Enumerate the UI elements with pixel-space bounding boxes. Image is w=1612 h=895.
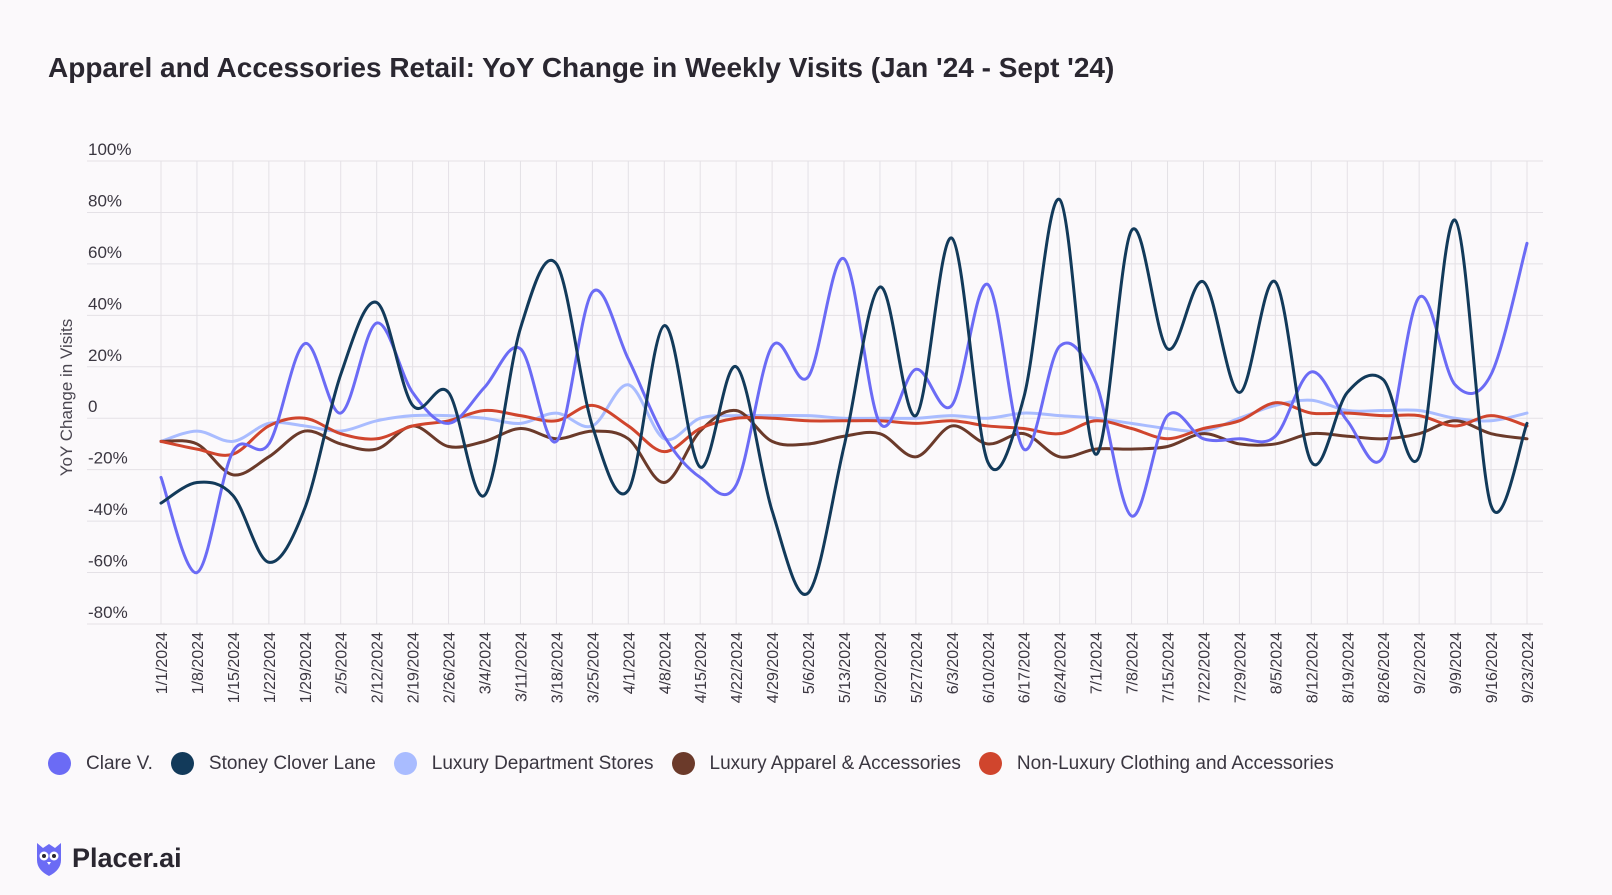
x-axis-ticks: 1/1/2024 1/8/2024 1/15/2024 1/22/2024 1/29/2… xyxy=(154,632,1537,703)
x-tick-label: 6/3/2024 xyxy=(945,632,962,694)
x-tick-label: 8/5/2024 xyxy=(1268,632,1285,694)
legend-label: Clare V. xyxy=(86,752,153,774)
x-tick-label: 7/8/2024 xyxy=(1125,632,1142,694)
legend-item: Stoney Clover Lane xyxy=(170,752,376,775)
x-tick-label: 3/4/2024 xyxy=(478,632,495,694)
placer-owl-icon xyxy=(37,843,61,876)
x-tick-label: 8/12/2024 xyxy=(1304,632,1321,703)
y-tick-label: -40% xyxy=(88,500,128,519)
y-tick-label: 60% xyxy=(88,243,122,262)
x-tick-label: 1/8/2024 xyxy=(190,632,207,694)
chart-title: Apparel and Accessories Retail: YoY Chan… xyxy=(48,52,1115,83)
x-tick-label: 5/13/2024 xyxy=(837,632,854,703)
x-tick-label: 4/15/2024 xyxy=(693,632,710,703)
x-tick-label: 6/24/2024 xyxy=(1053,632,1070,703)
legend-swatch xyxy=(170,752,194,775)
x-tick-label: 9/23/2024 xyxy=(1520,632,1537,703)
x-tick-label: 5/27/2024 xyxy=(909,632,926,703)
x-tick-label: 2/19/2024 xyxy=(406,632,423,703)
legend-label: Luxury Department Stores xyxy=(431,752,654,774)
y-tick-label: 100% xyxy=(88,140,131,159)
series-line-luxury-apparel-accessories xyxy=(159,408,1529,485)
y-tick-label: -20% xyxy=(88,449,128,468)
x-tick-label: 2/26/2024 xyxy=(442,632,459,703)
x-tick-label: 8/26/2024 xyxy=(1376,632,1393,703)
y-axis-ticks: 100% 80% 60% 40% 20% 0 -20% -40% -60% -80% xyxy=(88,140,131,622)
line-chart: 100% 80% 60% 40% 20% 0 -20% -40% -60% -80% 1/1/20… xyxy=(57,140,1543,703)
y-tick-label: -80% xyxy=(88,603,128,622)
legend-swatch xyxy=(48,752,71,775)
x-tick-label: 1/1/2024 xyxy=(154,632,171,694)
brand-logo: Placer.ai xyxy=(34,838,182,878)
x-tick-label: 3/18/2024 xyxy=(549,632,566,703)
x-tick-label: 6/10/2024 xyxy=(981,632,998,703)
series-line-clare-v- xyxy=(159,241,1529,575)
x-tick-label: 7/22/2024 xyxy=(1196,632,1213,703)
x-tick-label: 6/17/2024 xyxy=(1017,632,1034,703)
x-tick-label: 9/2/2024 xyxy=(1412,632,1429,694)
x-tick-label: 9/9/2024 xyxy=(1448,632,1465,694)
legend-item: Clare V. xyxy=(48,752,153,775)
legend-label: Non-Luxury Clothing and Accessories xyxy=(1016,752,1334,774)
y-tick-label: 80% xyxy=(88,191,122,210)
legend-label: Luxury Apparel & Accessories xyxy=(709,752,961,774)
brand-name: Placer.ai xyxy=(72,842,182,873)
series-lines xyxy=(159,198,1529,596)
x-tick-label: 7/29/2024 xyxy=(1232,632,1249,703)
x-tick-label: 2/5/2024 xyxy=(334,632,351,694)
legend-swatch xyxy=(393,752,417,775)
chart-legend: Clare V. Stoney Clover Lane Luxury Departm… xyxy=(48,752,1352,775)
y-tick-label: 20% xyxy=(88,346,122,365)
y-tick-label: 40% xyxy=(88,294,122,313)
legend-swatch xyxy=(978,752,1002,775)
x-tick-label: 9/16/2024 xyxy=(1484,632,1501,703)
x-tick-label: 4/22/2024 xyxy=(729,632,746,703)
y-tick-label: -60% xyxy=(88,552,128,571)
chart-grid xyxy=(87,160,1543,625)
x-tick-label: 5/20/2024 xyxy=(873,632,890,703)
legend-item: Luxury Apparel & Accessories xyxy=(671,752,961,775)
x-tick-label: 7/15/2024 xyxy=(1161,632,1178,703)
x-tick-label: 1/29/2024 xyxy=(298,632,315,703)
legend-item: Non-Luxury Clothing and Accessories xyxy=(978,752,1334,775)
y-axis-label: YoY Change in Visits xyxy=(57,319,76,477)
x-tick-label: 1/15/2024 xyxy=(226,632,243,703)
legend-item: Luxury Department Stores xyxy=(393,752,654,775)
x-tick-label: 3/11/2024 xyxy=(513,632,530,702)
x-tick-label: 3/25/2024 xyxy=(585,632,602,703)
y-tick-label: 0 xyxy=(88,397,97,416)
x-tick-label: 5/6/2024 xyxy=(801,632,818,694)
x-tick-label: 4/1/2024 xyxy=(621,632,638,694)
x-tick-label: 2/12/2024 xyxy=(370,632,387,703)
legend-swatch xyxy=(671,752,695,775)
x-tick-label: 1/22/2024 xyxy=(262,632,279,703)
x-tick-label: 7/1/2024 xyxy=(1089,632,1106,694)
x-tick-label: 4/29/2024 xyxy=(765,632,782,703)
series-line-stoney-clover-lane xyxy=(159,198,1529,596)
x-tick-label: 4/8/2024 xyxy=(657,632,674,694)
x-tick-label: 8/19/2024 xyxy=(1340,632,1357,703)
legend-label: Stoney Clover Lane xyxy=(208,752,376,774)
